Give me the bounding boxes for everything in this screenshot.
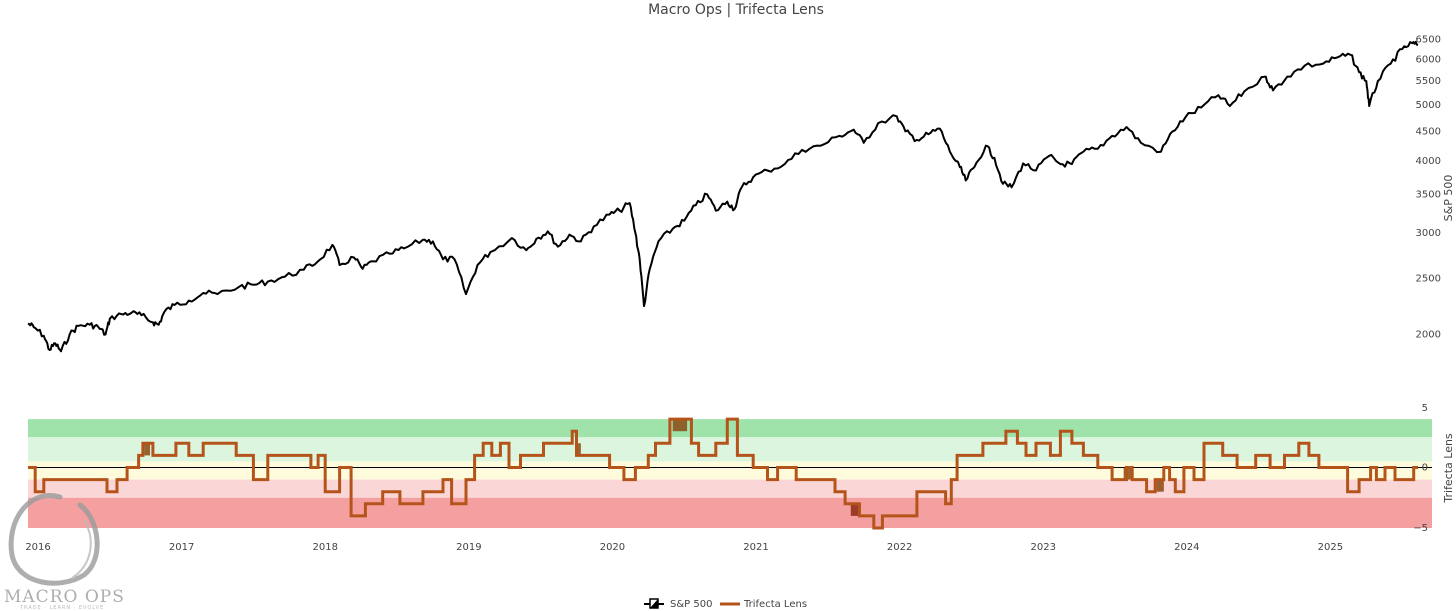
- legend-item-sp500[interactable]: S&P 500: [644, 598, 712, 610]
- sp500-axis-title: S&P 500: [1442, 175, 1455, 222]
- logo-ring-accent-icon: [71, 519, 92, 579]
- sp500-y-tick-label: 6500: [1416, 34, 1441, 45]
- trifecta-panel: −5 0 5 Trifecta Lens: [28, 403, 1455, 534]
- trifecta-band: [28, 497, 1432, 528]
- x-tick-label: 2019: [456, 542, 481, 553]
- trifecta-highlight: [850, 503, 861, 516]
- sp500-y-tick-label: 6000: [1416, 54, 1441, 65]
- trifecta-highlight: [144, 443, 151, 456]
- trifecta-highlight: [672, 419, 688, 432]
- legend-label-trifecta: Trifecta Lens: [743, 599, 807, 610]
- trifecta-y-tick-label: 0: [1422, 463, 1428, 474]
- sp500-y-tick-label: 3000: [1416, 228, 1441, 239]
- x-tick-label: 2022: [887, 542, 912, 553]
- logo-text: MACRO OPS: [4, 587, 125, 607]
- trifecta-bands: [28, 419, 1432, 528]
- trifecta-highlight: [1156, 479, 1164, 492]
- trifecta-y-ticks: −5 0 5: [1413, 403, 1428, 534]
- sp500-y-tick-label: 3500: [1416, 189, 1441, 200]
- trifecta-series-line: [28, 417, 1418, 530]
- sp500-panel: 2000 2500 3000 3500 4000 4500 5000 5500 6000 6500…: [27, 34, 1455, 353]
- sp500-y-tick-label: 2000: [1416, 330, 1441, 341]
- trifecta-y-tick-label: −5: [1413, 523, 1428, 534]
- sp500-y-tick-label: 2500: [1416, 274, 1441, 285]
- x-tick-label: 2018: [313, 542, 338, 553]
- legend-item-trifecta[interactable]: Trifecta Lens: [720, 599, 807, 610]
- x-tick-label: 2024: [1174, 542, 1199, 553]
- sp500-y-ticks: 2000 2500 3000 3500 4000 4500 5000 5500 6000 6500: [1416, 34, 1441, 340]
- candlestick-legend-icon: [644, 598, 664, 609]
- x-tick-label: 2021: [743, 542, 768, 553]
- trifecta-band: [28, 479, 1432, 498]
- x-tick-label: 2020: [600, 542, 625, 553]
- x-tick-label: 2023: [1030, 542, 1055, 553]
- trifecta-band: [28, 461, 1432, 480]
- trifecta-band: [28, 437, 1432, 462]
- x-axis-ticks: 2016 2017 2018 2019 2020 2021 2022 2023 2024 2025: [25, 542, 1343, 553]
- trifecta-band: [28, 419, 1432, 438]
- sp500-y-tick-label: 5000: [1416, 100, 1441, 111]
- sp500-series-line: [27, 40, 1419, 353]
- sp500-y-tick-label: 5500: [1416, 76, 1441, 87]
- logo-ring-icon: [8, 493, 100, 586]
- legend[interactable]: S&P 500 Trifecta Lens: [644, 598, 807, 610]
- sp500-y-tick-label: 4000: [1416, 156, 1441, 167]
- x-tick-label: 2025: [1318, 542, 1343, 553]
- sp500-y-tick-label: 4500: [1416, 126, 1441, 137]
- chart-title: Macro Ops | Trifecta Lens: [648, 2, 824, 18]
- macro-ops-logo: MACRO OPS TRADE · LEARN · EVOLVE: [4, 493, 125, 611]
- logo-subtext: TRADE · LEARN · EVOLVE: [19, 605, 104, 611]
- trifecta-axis-title: Trifecta Lens: [1442, 433, 1455, 504]
- legend-label-sp500: S&P 500: [670, 599, 712, 610]
- x-tick-label: 2017: [169, 542, 194, 553]
- x-tick-label: 2016: [25, 542, 50, 553]
- trifecta-y-tick-label: 5: [1422, 403, 1428, 414]
